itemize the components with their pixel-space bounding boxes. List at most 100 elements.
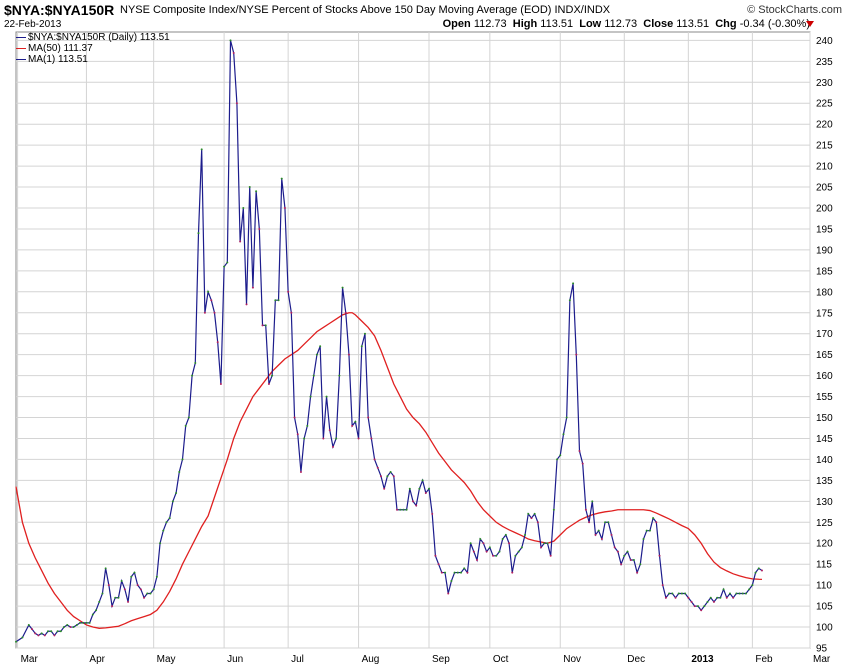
price-point [226,261,229,264]
price-point [578,450,581,453]
y-tick-label: 235 [816,57,833,68]
price-point [79,621,82,624]
price-point [405,508,408,511]
price-point [229,39,232,42]
plot-area [15,31,811,649]
price-point [655,521,658,524]
y-tick-label: 190 [816,245,833,256]
price-point [216,341,219,344]
price-point [479,538,482,541]
legend-ma50: MA(50) 111.37 [16,43,170,54]
price-point [456,571,459,574]
price-point [162,529,165,532]
price-point [706,600,709,603]
legend-main-swatch [16,36,26,38]
legend-ma50-label: MA(50) 111.37 [28,43,93,54]
y-tick-label: 160 [816,371,833,382]
price-point [175,491,178,494]
price-point [223,265,226,268]
price-point [200,148,203,151]
price-point [498,550,501,553]
legend-ma1-label: MA(1) 113.51 [28,54,88,65]
price-point [104,567,107,570]
x-tick-label: Oct [493,654,509,665]
price-point [501,538,504,541]
price-point [37,634,40,637]
price-point [536,521,539,524]
legend-main: $NYA:$NYA150R (Daily) 113.51 [16,32,170,43]
y-tick-label: 185 [816,266,833,277]
price-point [760,569,763,572]
legend-ma50-swatch [16,47,26,49]
price-point [508,542,511,545]
price-point [75,623,78,626]
close-label: Close [643,18,674,30]
x-tick-label: Aug [362,654,380,665]
price-point [392,475,395,478]
price-point [184,424,187,427]
price-point [728,592,731,595]
price-point [415,504,418,507]
y-tick-label: 115 [816,560,832,571]
y-tick-label: 220 [816,120,833,131]
price-point [101,592,104,595]
price-point [684,592,687,595]
price-point [21,636,24,639]
price-point [197,232,200,235]
price-point [213,311,216,314]
price-point [738,592,741,595]
price-point [290,311,293,314]
price-point [88,621,91,624]
price-point [562,433,565,436]
price-point [232,51,235,54]
price-point [82,621,85,624]
price-point [482,542,485,545]
y-tick-label: 135 [816,476,833,487]
price-point [120,579,123,582]
price-point [351,424,354,427]
price-point [530,517,533,520]
price-point [690,600,693,603]
price-point [283,207,286,209]
x-tick-label: May [157,654,176,665]
chg-label: Chg [715,18,737,30]
price-point [588,521,591,524]
price-point [575,353,578,356]
price-point [159,542,162,545]
price-point [40,632,43,635]
y-tick-label: 100 [816,623,833,634]
price-point [354,420,357,423]
chg-value: -0.34 (-0.30%) [739,18,810,30]
price-point [245,303,248,306]
price-point [412,500,414,503]
price-point [424,491,427,494]
price-point [251,286,254,289]
price-point [72,626,75,629]
price-point [696,605,699,608]
y-tick-label: 110 [816,581,832,592]
price-point [363,332,366,335]
price-point [428,487,431,490]
price-point [453,571,456,574]
y-tick-label: 180 [816,287,833,298]
ma50-line [15,312,763,629]
price-point [466,571,469,574]
price-point [492,554,495,557]
price-point [642,538,645,541]
price-point [476,559,479,561]
price-point [136,584,139,587]
price-point [274,299,277,302]
y-tick-label: 130 [816,497,833,508]
price-point [546,542,549,545]
price-point [712,600,715,603]
price-point [31,628,34,631]
x-tick-label: Jun [227,654,243,665]
x-tick-label: Dec [627,654,645,665]
price-point [527,512,530,515]
price-point [123,588,126,591]
price-point [143,596,146,599]
price-point [645,529,648,532]
price-point [360,345,363,348]
price-point [69,626,72,629]
price-point [219,383,222,385]
